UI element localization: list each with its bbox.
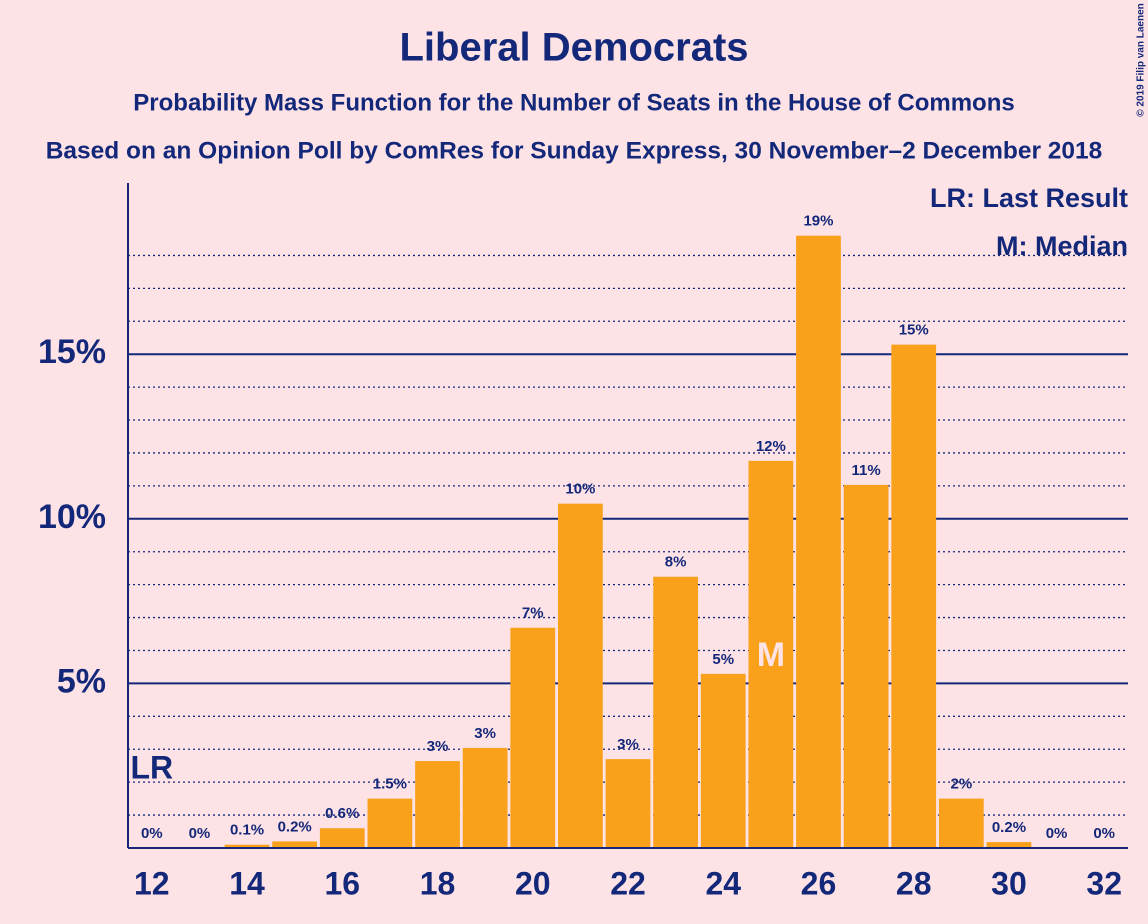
bar — [558, 503, 603, 848]
bar — [938, 798, 984, 848]
last-result-marker: LR — [130, 749, 173, 785]
value-label: 1.5% — [373, 776, 407, 793]
value-label: 2% — [950, 776, 972, 793]
bar — [843, 484, 889, 848]
median-marker: M — [757, 636, 785, 674]
x-tick-label: 14 — [229, 865, 265, 901]
value-label: 3% — [474, 725, 496, 742]
bar — [605, 759, 651, 848]
x-tick-label: 30 — [991, 865, 1027, 901]
x-tick-label: 22 — [610, 865, 646, 901]
x-tick-label: 26 — [801, 865, 837, 901]
chart-subtitle: Probability Mass Function for the Number… — [133, 89, 1014, 116]
bar — [986, 842, 1032, 848]
x-tick-label: 12 — [134, 865, 170, 901]
value-label: 0% — [1046, 825, 1068, 842]
bar — [748, 460, 794, 848]
legend-entry: M: Median — [996, 231, 1128, 261]
x-tick-label: 28 — [896, 865, 932, 901]
value-label: 7% — [522, 605, 544, 622]
value-label: 5% — [712, 651, 734, 668]
value-label: 0% — [189, 825, 211, 842]
x-tick-label: 32 — [1086, 865, 1122, 901]
y-tick-label: 15% — [38, 333, 106, 371]
value-label: 11% — [851, 462, 880, 479]
value-label: 10% — [565, 481, 595, 498]
y-tick-label: 5% — [57, 662, 106, 700]
value-label: 0% — [1093, 825, 1115, 842]
value-label: 15% — [899, 322, 929, 339]
bar — [891, 344, 937, 848]
bar — [224, 844, 270, 848]
bar — [319, 828, 365, 848]
value-label: 3% — [427, 738, 449, 755]
value-label: 19% — [803, 213, 833, 230]
bar — [700, 673, 746, 848]
bar — [415, 761, 460, 848]
bar — [653, 576, 698, 848]
x-tick-label: 24 — [705, 865, 741, 901]
chart-subtitle: Based on an Opinion Poll by ComRes for S… — [46, 137, 1103, 164]
value-label: 0.6% — [325, 805, 359, 822]
y-tick-label: 10% — [38, 498, 106, 536]
value-label: 3% — [617, 736, 639, 753]
chart-title: Liberal Democrats — [399, 26, 748, 70]
bar — [462, 747, 508, 848]
copyright: © 2019 Filip van Laenen — [1136, 3, 1147, 117]
x-tick-label: 20 — [515, 865, 551, 901]
bar — [272, 841, 318, 848]
bar — [510, 627, 556, 848]
value-label: 12% — [756, 438, 786, 455]
value-label: 0.1% — [230, 822, 264, 839]
bar — [367, 798, 413, 848]
value-label: 0.2% — [278, 818, 312, 835]
value-label: 8% — [665, 554, 687, 571]
x-tick-label: 16 — [324, 865, 360, 901]
value-label: 0.2% — [992, 819, 1026, 836]
x-tick-label: 18 — [420, 865, 456, 901]
legend-entry: LR: Last Result — [930, 183, 1128, 213]
bar — [796, 235, 841, 848]
value-label: 0% — [141, 825, 163, 842]
